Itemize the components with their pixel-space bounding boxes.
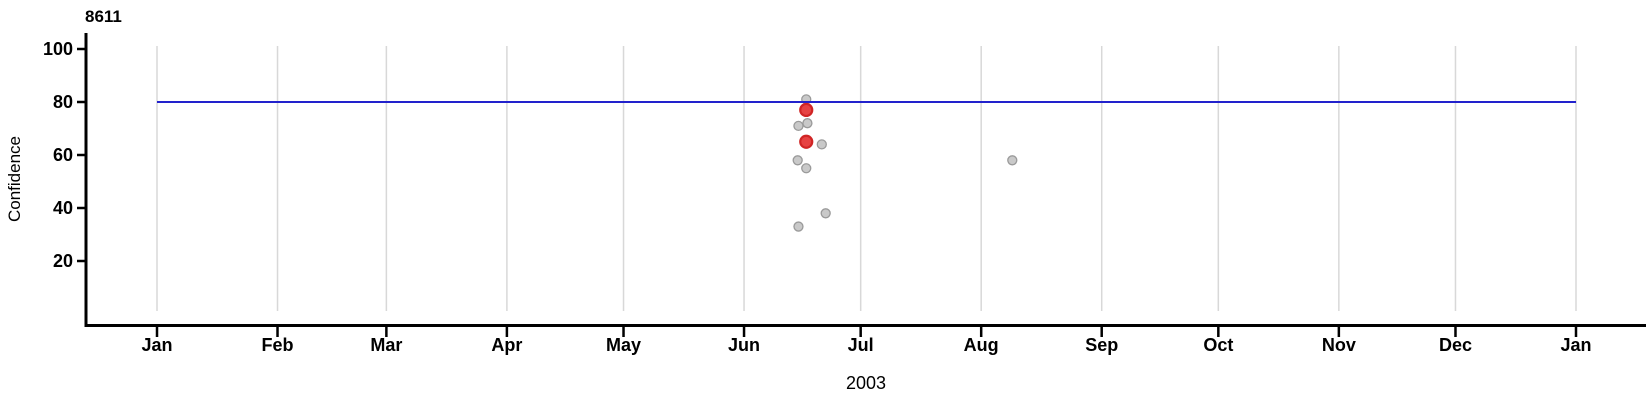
x-axis-tick-label: Dec: [1439, 335, 1472, 355]
data-point-layer: [792, 94, 1018, 232]
y-axis-tick-label: 40: [53, 198, 73, 218]
data-point-observations: [820, 208, 831, 219]
x-axis-year-label: 2003: [846, 373, 886, 393]
y-axis-tick-label: 60: [53, 145, 73, 165]
x-axis-tick-label: Jul: [848, 335, 874, 355]
y-axis-tick-label: 20: [53, 251, 73, 271]
x-axis-tick-label: Mar: [370, 335, 402, 355]
y-axis-tick-label: 100: [43, 39, 73, 59]
x-axis-tick-label: Feb: [262, 335, 294, 355]
x-axis-tick-label: Jun: [728, 335, 760, 355]
x-axis-tick-label: Nov: [1322, 335, 1356, 355]
data-point-observations: [802, 118, 813, 129]
chart-title: 8611: [85, 7, 122, 26]
y-axis-tick-label: 80: [53, 92, 73, 112]
data-point-highlighted-observations: [799, 134, 814, 149]
data-point-observations: [801, 163, 812, 174]
y-axis-label: Confidence: [5, 136, 24, 222]
x-axis-tick-label: Jan: [1560, 335, 1591, 355]
x-axis-tick-label: May: [606, 335, 641, 355]
x-axis-tick-label: Oct: [1203, 335, 1233, 355]
data-point-observations: [792, 155, 803, 166]
x-axis-tick-label: Jan: [141, 335, 172, 355]
data-point-highlighted-observations: [799, 102, 814, 118]
x-axis-tick-label: Aug: [964, 335, 999, 355]
gridline-layer: [156, 46, 1577, 311]
data-point-observations: [1007, 155, 1018, 166]
axes-layer: 20 40 60 80 100 Jan Feb Mar Apr May Jun Jul Aug Sep Oc…: [43, 33, 1646, 355]
x-axis-tick-label: Sep: [1085, 335, 1118, 355]
data-point-observations: [793, 221, 804, 232]
data-point-observations: [793, 120, 804, 131]
x-axis-tick-label: Apr: [491, 335, 522, 355]
data-point-observations: [816, 139, 827, 150]
